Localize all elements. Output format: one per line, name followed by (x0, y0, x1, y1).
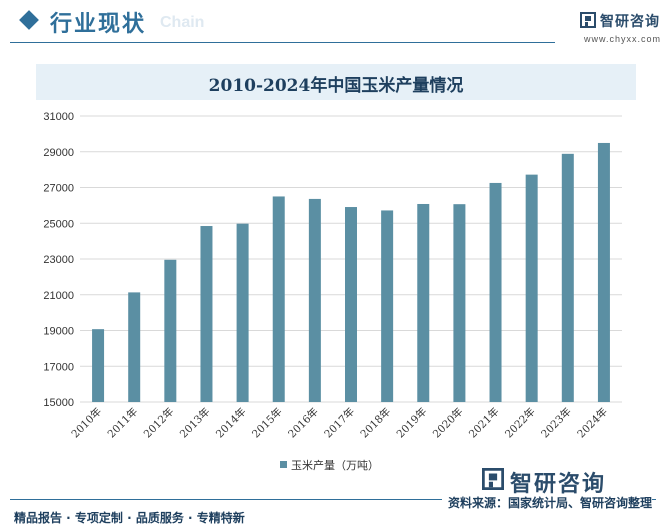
logo-icon (580, 12, 596, 28)
chart-title-bar: 2010-2024年中国玉米产量情况 (36, 64, 636, 100)
y-tick-label: 23000 (43, 254, 74, 266)
footer-divider (10, 499, 656, 500)
bar (417, 203, 430, 402)
source-note: 资料来源：国家统计局、智研咨询整理 (441, 494, 652, 511)
x-tick-label: 2017年 (322, 405, 358, 441)
y-tick-label: 27000 (43, 183, 74, 195)
logo-name: 智研咨询 (600, 14, 660, 30)
bar (381, 210, 394, 402)
x-tick-label: 2019年 (394, 405, 430, 441)
footer-tagline: 精品报告 · 专项定制 · 品质服务 · 专精特新 (14, 511, 245, 525)
bar (561, 153, 574, 402)
logo: 智研咨询 www.chyxx.com (572, 10, 662, 46)
x-tick-label: 2010年 (69, 405, 105, 441)
bar (345, 207, 357, 402)
x-tick-label: 2021年 (466, 405, 502, 441)
x-tick-label: 2014年 (213, 405, 249, 441)
bar (236, 223, 249, 402)
bar (489, 182, 502, 402)
chart-title: 2010-2024年中国玉米产量情况 (208, 76, 464, 96)
x-tick-label: 2018年 (358, 405, 394, 441)
bar (200, 226, 213, 402)
x-tick-label: 2011年 (105, 405, 141, 441)
x-tick-label: 2012年 (141, 405, 177, 441)
bar (128, 292, 141, 402)
x-tick-label: 2013年 (177, 405, 213, 441)
x-tick-label: 2022年 (502, 405, 538, 441)
legend-label: 玉米产量（万吨） (291, 458, 379, 472)
x-tick-label: 2016年 (285, 405, 321, 441)
x-tick-label: 2024年 (575, 405, 611, 441)
x-tick-label: 2020年 (430, 405, 466, 441)
header: 行业现状 Chain 智研咨询 www.chyxx.com (0, 0, 666, 44)
y-tick-label: 25000 (43, 218, 74, 230)
footer-brand: 智研咨询 (482, 466, 662, 497)
x-tick-label: 2015年 (249, 405, 285, 441)
logo-url: www.chyxx.com (584, 34, 662, 44)
x-tick-label: 2023年 (538, 405, 574, 441)
y-tick-label: 29000 (43, 147, 74, 159)
y-tick-label: 15000 (43, 397, 74, 409)
page-title: 行业现状 (50, 12, 147, 37)
bar (597, 142, 610, 402)
header-watermark: Chain (160, 14, 205, 31)
bar (272, 196, 285, 402)
bar (92, 329, 105, 402)
y-tick-label: 17000 (43, 361, 74, 373)
y-tick-label: 31000 (43, 111, 74, 123)
footer-brand-name: 智研咨询 (510, 472, 607, 497)
bar (308, 198, 321, 402)
legend-swatch (280, 461, 287, 468)
bar (453, 204, 466, 402)
y-tick-label: 21000 (43, 290, 74, 302)
y-tick-label: 19000 (43, 326, 74, 338)
header-divider (10, 42, 555, 43)
brand-logo-icon (482, 468, 504, 490)
bar (164, 259, 177, 402)
bar (525, 174, 538, 402)
